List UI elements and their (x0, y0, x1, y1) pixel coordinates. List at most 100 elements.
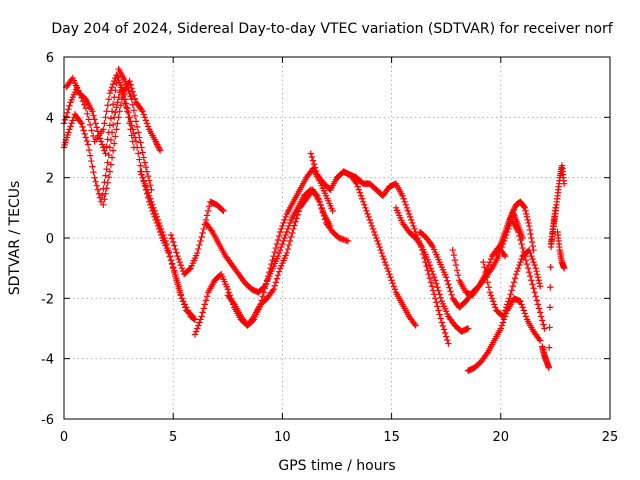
data-point (424, 266, 431, 274)
x-tick-label: 5 (169, 430, 177, 445)
data-point (109, 147, 117, 154)
data-point (163, 240, 170, 248)
data-point (405, 210, 413, 218)
data-point (136, 134, 143, 141)
data-point (408, 216, 415, 224)
data-point (519, 304, 526, 311)
data-point (441, 329, 449, 337)
data-point (96, 135, 104, 142)
data-point (319, 209, 327, 216)
data-point (102, 172, 109, 179)
data-point (356, 189, 364, 196)
data-point (101, 147, 108, 154)
y-tick-label: 4 (46, 111, 54, 126)
data-point (385, 267, 392, 275)
data-point (500, 251, 508, 258)
data-point (279, 240, 286, 248)
data-point (523, 260, 531, 268)
data-point (68, 120, 75, 127)
data-point (115, 114, 122, 121)
data-point (104, 102, 111, 109)
data-point (102, 190, 109, 197)
data-point (138, 106, 145, 113)
data-point (527, 249, 534, 257)
data-point (109, 101, 117, 108)
data-point (452, 261, 460, 269)
data-point (100, 126, 107, 133)
data-point (109, 80, 117, 88)
data-point (517, 298, 524, 305)
data-point (111, 140, 118, 147)
data-point (144, 172, 152, 180)
data-point (126, 90, 133, 97)
data-point (375, 240, 382, 248)
data-point (91, 174, 98, 181)
data-point (104, 179, 111, 186)
data-point (485, 284, 492, 291)
data-point (512, 271, 520, 278)
data-point (373, 234, 380, 242)
data-point (527, 230, 534, 238)
data-point (145, 192, 153, 199)
data-point (82, 105, 90, 112)
data-point (289, 229, 296, 237)
data-point (129, 138, 136, 145)
data-point (143, 120, 151, 127)
data-point (260, 284, 268, 291)
series-arc-3 (62, 65, 155, 193)
data-point (378, 249, 385, 257)
data-point (365, 213, 372, 221)
data-point (135, 129, 142, 136)
data-point (293, 215, 300, 222)
data-point (318, 205, 325, 213)
data-point (501, 252, 509, 260)
data-point (528, 238, 536, 246)
data-point (428, 242, 436, 249)
data-point (168, 235, 176, 242)
data-point (141, 159, 149, 166)
data-point (360, 198, 367, 205)
data-point (536, 280, 543, 287)
data-point (404, 207, 412, 215)
data-point (450, 251, 458, 259)
data-point (427, 264, 435, 272)
data-point (534, 274, 542, 281)
data-point (503, 304, 510, 311)
data-point (90, 112, 97, 119)
data-point (364, 210, 371, 218)
data-point (230, 299, 237, 307)
data-point (200, 305, 207, 312)
data-point (435, 287, 442, 294)
series-arc-9 (224, 186, 352, 329)
data-point (522, 207, 529, 215)
data-point (309, 157, 317, 164)
data-point (197, 316, 204, 323)
data-point (180, 301, 188, 308)
data-point (524, 216, 531, 224)
data-point (102, 114, 109, 121)
data-point (273, 240, 281, 248)
data-point (145, 177, 153, 184)
data-point (283, 228, 290, 236)
data-point (496, 243, 503, 251)
data-point (531, 261, 538, 269)
data-point (154, 142, 162, 150)
data-points (60, 65, 568, 374)
data-point (136, 156, 143, 163)
data-point (522, 256, 530, 264)
data-point (491, 301, 498, 308)
x-tick-label: 10 (274, 430, 291, 445)
data-point (487, 292, 495, 299)
series-arc-16 (480, 246, 544, 320)
data-point (142, 163, 150, 171)
data-point (308, 153, 316, 161)
data-point (540, 321, 547, 328)
series-arc-8 (202, 186, 334, 296)
data-point (198, 233, 205, 241)
data-point (195, 245, 202, 253)
data-point (496, 242, 504, 249)
data-point (106, 168, 114, 175)
chart-title: Day 204 of 2024, Sidereal Day-to-day VTE… (51, 21, 613, 37)
data-point (128, 132, 135, 139)
data-point (107, 115, 115, 122)
